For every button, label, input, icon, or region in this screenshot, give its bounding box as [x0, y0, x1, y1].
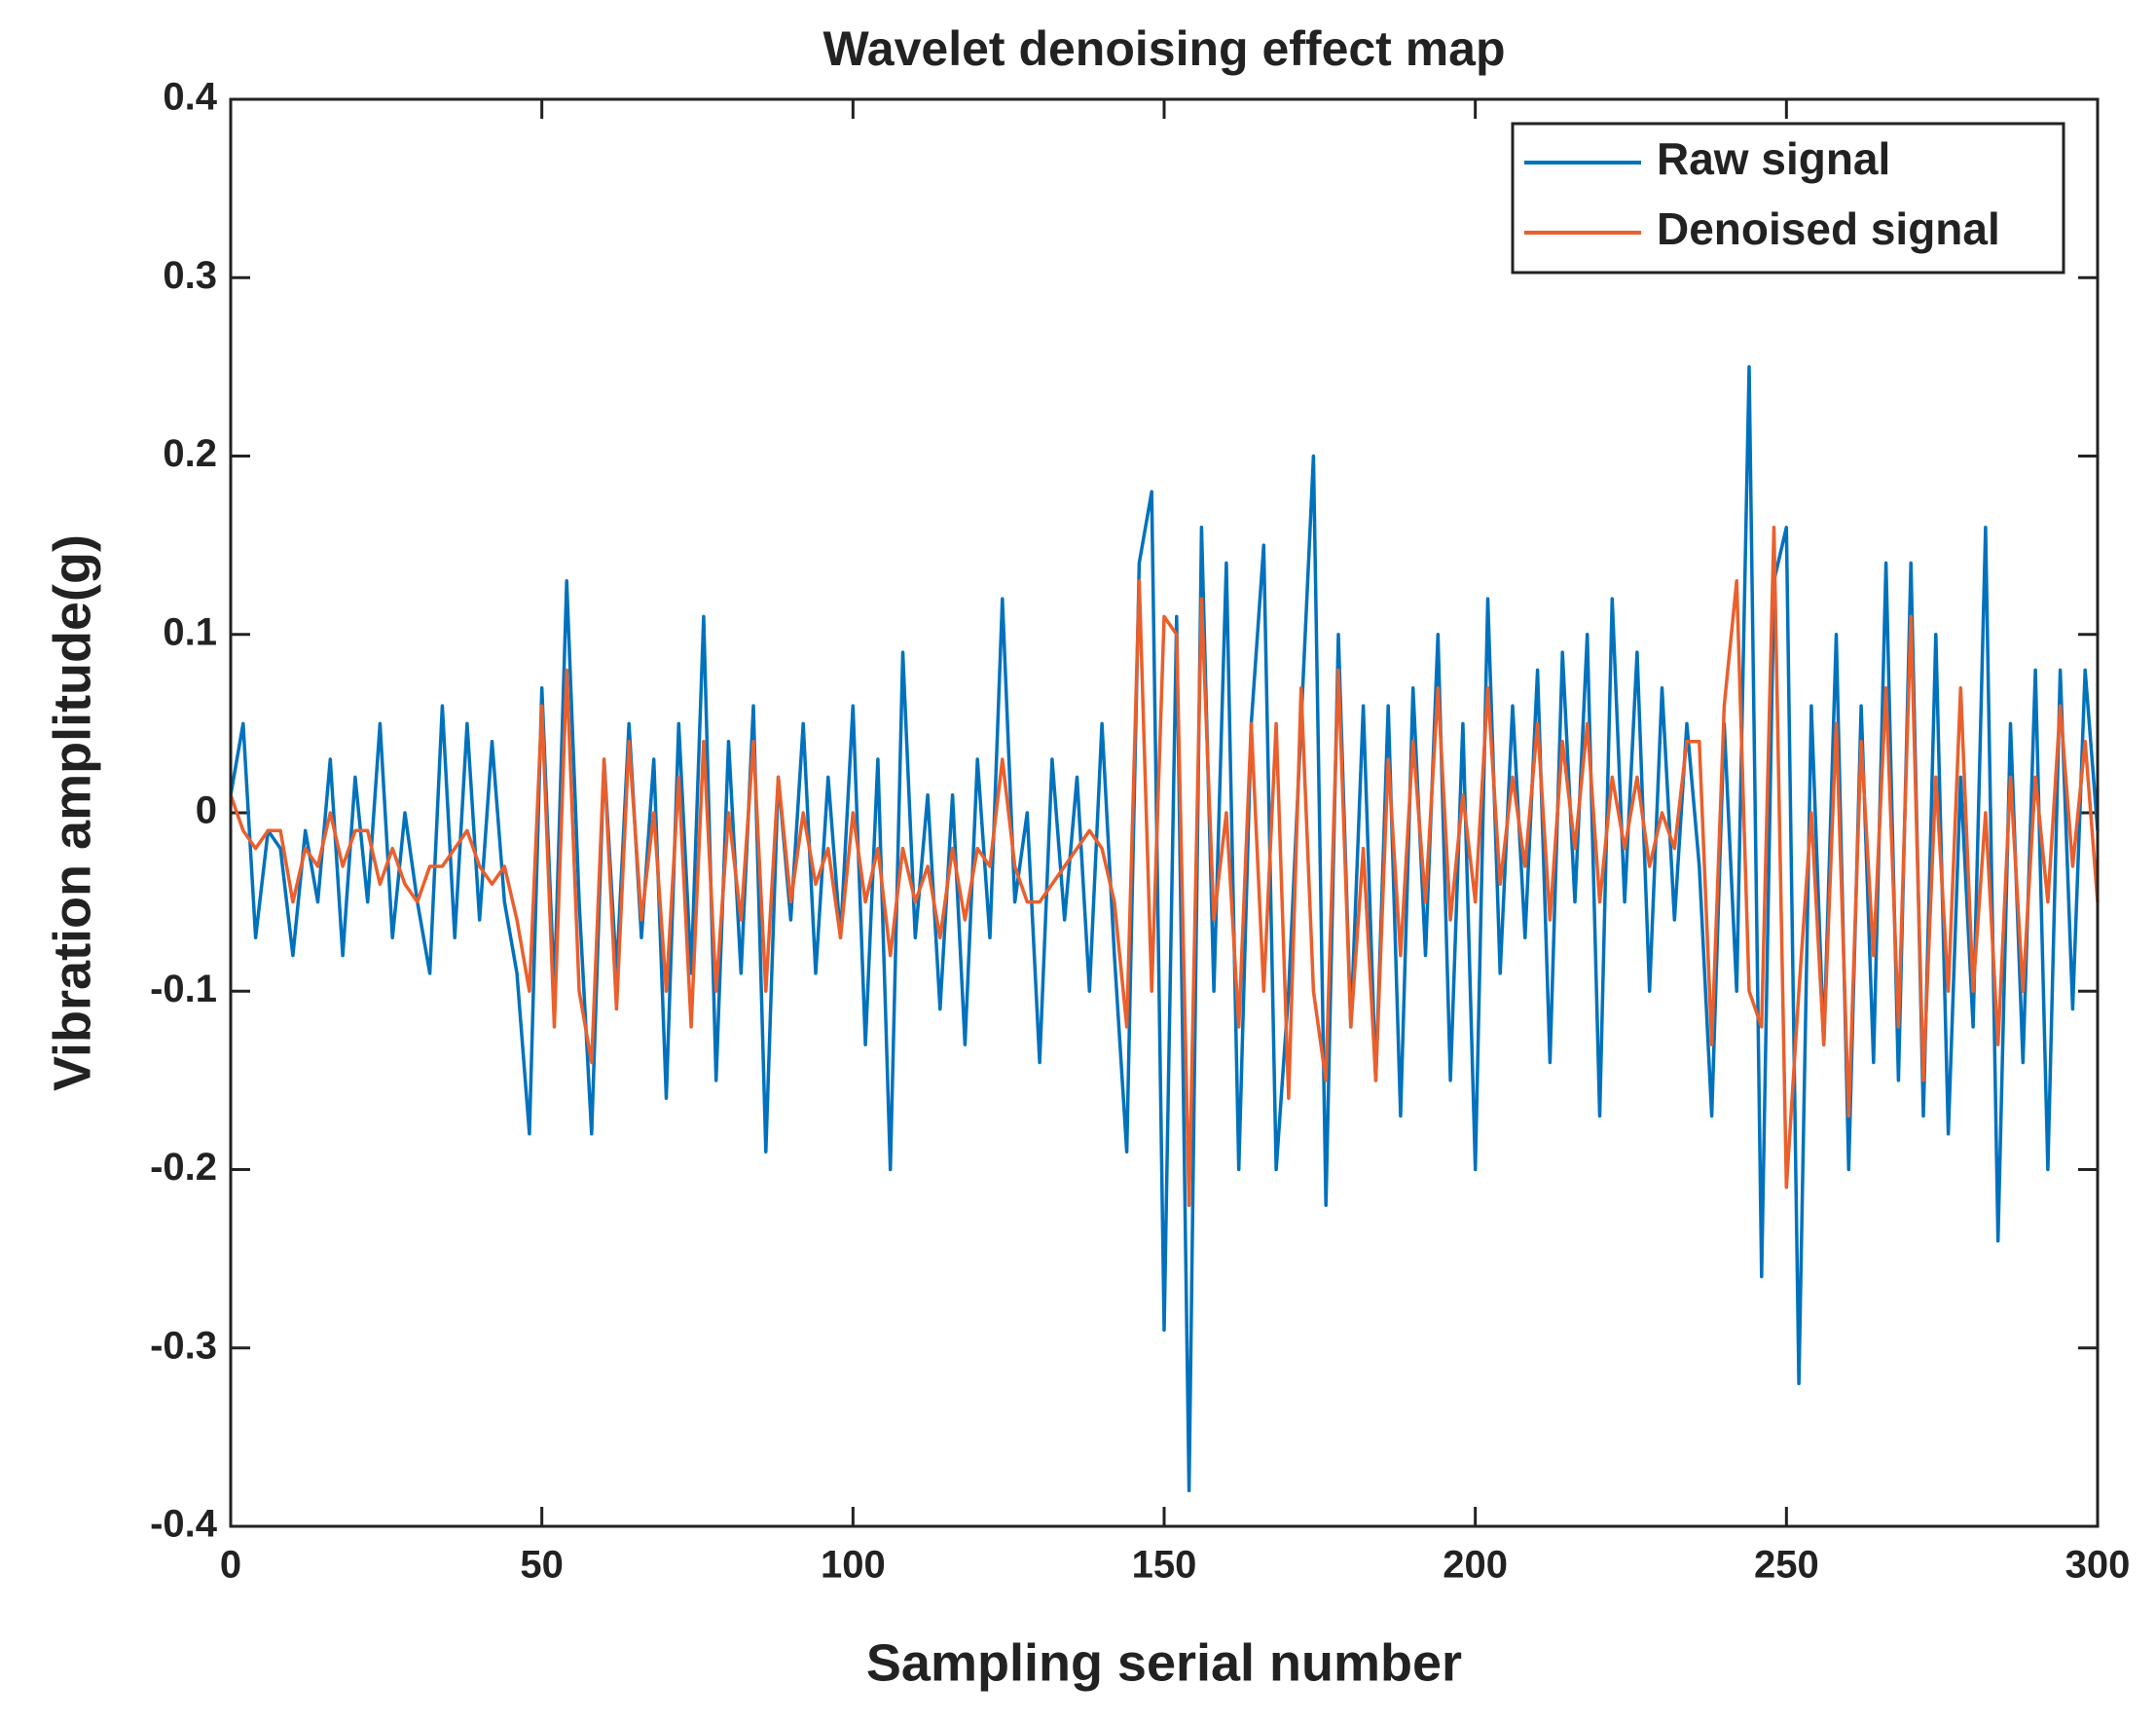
series-line — [229, 526, 2100, 1207]
x-tick-label: 200 — [1443, 1544, 1508, 1587]
legend-box — [1511, 122, 2065, 275]
x-tick-label: 150 — [1132, 1544, 1197, 1587]
x-tick-label: 50 — [520, 1544, 564, 1587]
legend-label: Raw signal — [1657, 133, 1890, 184]
y-tick-label: -0.2 — [150, 1146, 217, 1189]
plot-frame — [229, 97, 2100, 1528]
y-tick-label: 0.2 — [163, 432, 217, 475]
y-tick-label: 0.3 — [163, 254, 217, 297]
y-tick-label: -0.3 — [150, 1324, 217, 1367]
series-line — [229, 365, 2100, 1493]
y-axis-label: Vibration amplitude(g) — [43, 534, 101, 1091]
y-tick-label: -0.1 — [150, 968, 217, 1010]
y-tick-label: 0.1 — [163, 610, 217, 653]
y-tick-label: 0.4 — [163, 76, 217, 119]
x-axis-label: Sampling serial number — [866, 1633, 1462, 1692]
y-tick-label: -0.4 — [150, 1503, 218, 1546]
y-tick-label: 0 — [196, 789, 217, 832]
legend-label: Denoised signal — [1657, 203, 2000, 254]
x-tick-label: 0 — [220, 1544, 241, 1587]
x-tick-label: 250 — [1754, 1544, 1819, 1587]
x-tick-label: 100 — [821, 1544, 886, 1587]
chart-title: Wavelet denoising effect map — [822, 21, 1505, 76]
x-tick-label: 300 — [2065, 1544, 2131, 1587]
